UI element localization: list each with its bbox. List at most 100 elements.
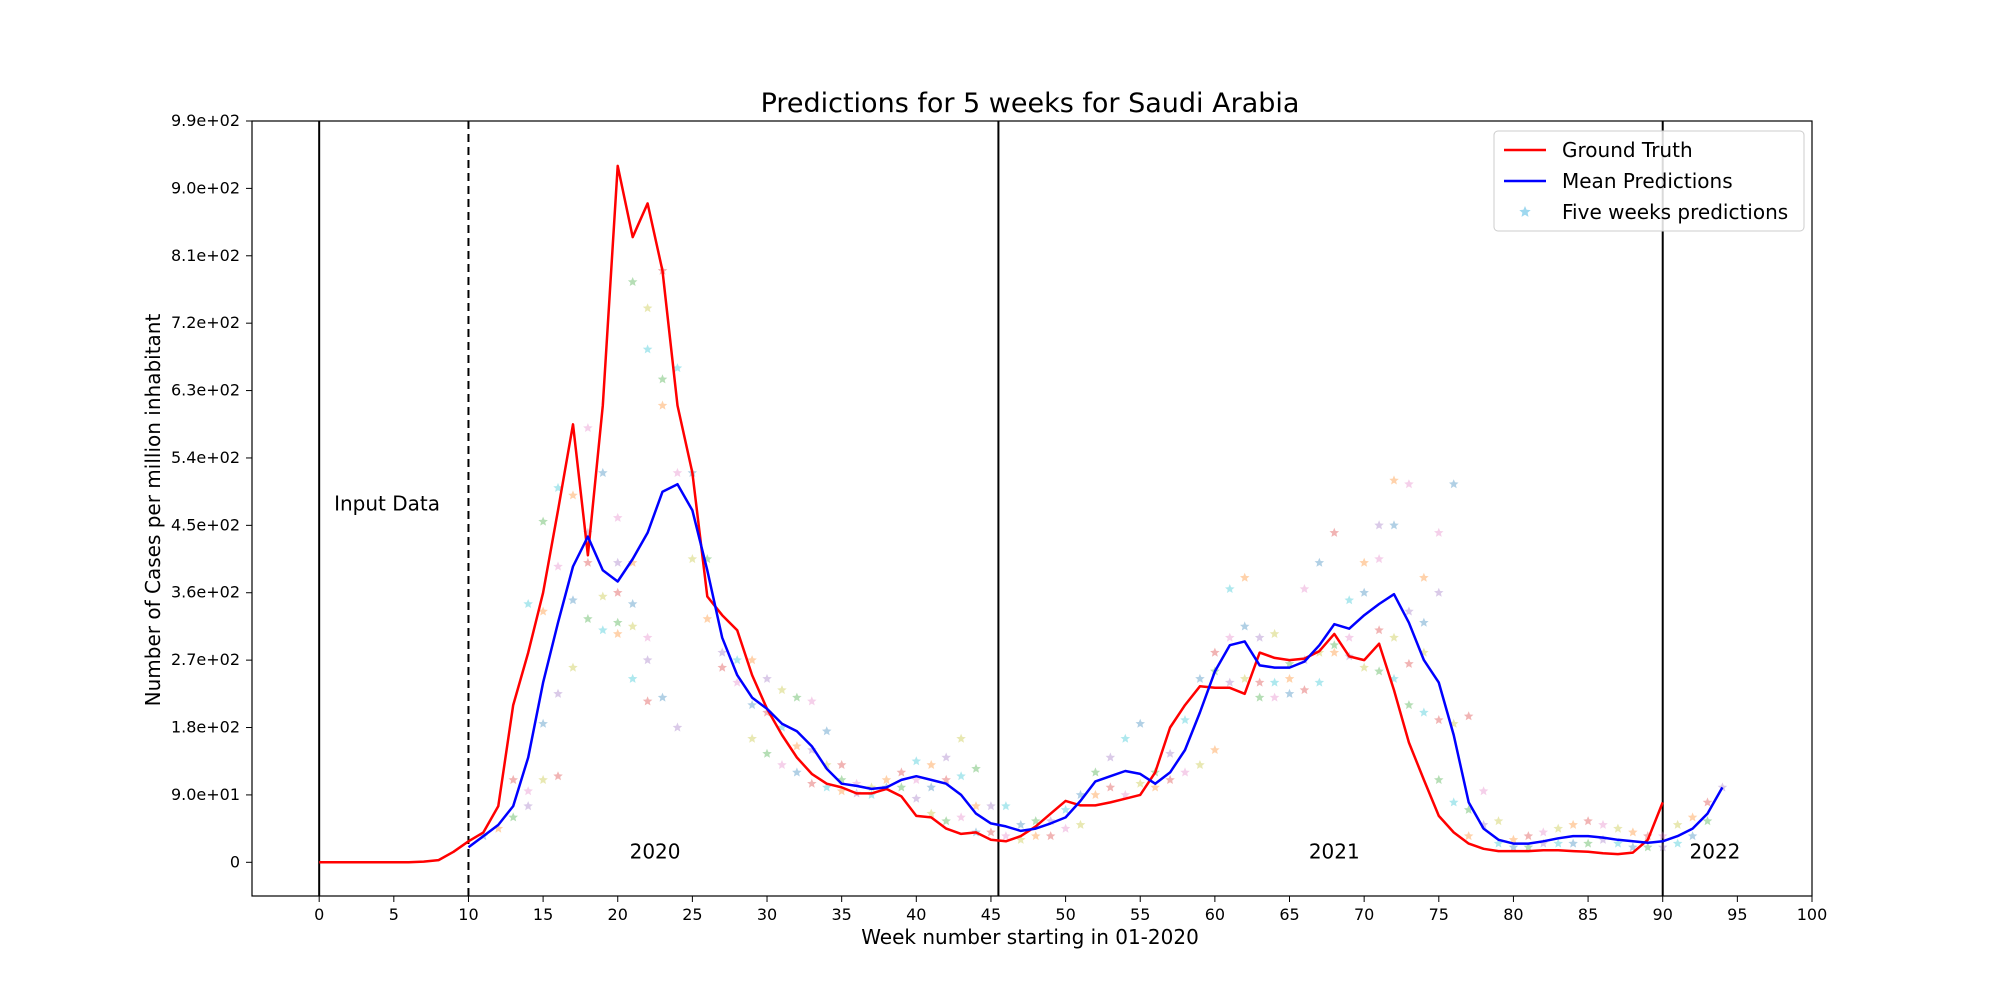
prediction-point <box>777 760 787 769</box>
y-tick-label: 9.0e+01 <box>171 785 240 804</box>
prediction-point <box>1658 831 1668 841</box>
x-tick-label: 5 <box>389 905 399 924</box>
prediction-point <box>1329 640 1340 650</box>
x-axis-label: Week number starting in 01-2020 <box>861 925 1199 949</box>
x-tick-label: 75 <box>1429 905 1449 924</box>
prediction-point <box>1150 782 1160 792</box>
prediction-point <box>1389 475 1399 485</box>
prediction-point <box>896 782 907 792</box>
prediction-point <box>508 812 518 822</box>
prediction-point <box>657 400 668 410</box>
y-tick-label: 4.5e+02 <box>171 515 240 534</box>
prediction-point <box>1568 819 1578 829</box>
prediction-point <box>1240 572 1250 582</box>
prediction-point <box>1598 819 1608 829</box>
y-tick-label: 0 <box>230 852 240 871</box>
prediction-point <box>807 696 817 706</box>
prediction-point <box>926 782 936 792</box>
y-tick-label: 1.8e+02 <box>171 718 240 737</box>
prediction-point <box>1344 632 1354 642</box>
legend-swatch <box>1519 206 1531 217</box>
prediction-point <box>687 554 698 564</box>
annotation-label: 2022 <box>1690 840 1741 864</box>
plot-area: 0 5 10 15 20 25 30 35 40 45 50 55 60 65 70 75 80 85 90 95 10… <box>171 111 1827 924</box>
prediction-point <box>1553 838 1563 848</box>
prediction-point <box>598 591 608 601</box>
prediction-point <box>1269 677 1280 687</box>
x-tick-label: 10 <box>458 905 478 924</box>
prediction-point <box>1553 823 1563 833</box>
prediction-point <box>1538 827 1548 837</box>
prediction-point <box>1240 673 1250 683</box>
prediction-point <box>792 741 802 751</box>
prediction-point <box>1329 527 1340 537</box>
prediction-point <box>1717 782 1728 792</box>
prediction-point <box>1314 557 1325 567</box>
prediction-point <box>1672 819 1683 829</box>
prediction-point <box>627 621 638 631</box>
prediction-point <box>627 599 638 608</box>
prediction-point <box>956 733 966 743</box>
prediction-point <box>1299 584 1310 593</box>
prediction-point <box>1434 527 1444 537</box>
y-tick-label: 9.0e+02 <box>171 178 240 197</box>
prediction-point <box>538 516 548 526</box>
prediction-point <box>1434 774 1444 784</box>
prediction-point <box>1135 778 1145 788</box>
prediction-point <box>1449 479 1459 489</box>
prediction-point <box>1016 819 1026 829</box>
x-tick-label: 70 <box>1354 905 1374 924</box>
prediction-point <box>1702 797 1713 807</box>
x-tick-label: 35 <box>831 905 851 924</box>
prediction-point <box>657 692 668 702</box>
prediction-point <box>1284 673 1295 683</box>
prediction-point <box>1463 711 1474 721</box>
y-tick-label: 3.6e+02 <box>171 583 240 602</box>
x-tick-label: 20 <box>608 905 628 924</box>
prediction-point <box>613 512 623 522</box>
x-tick-label: 95 <box>1727 905 1747 924</box>
prediction-point <box>1240 621 1250 631</box>
prediction-point <box>1090 789 1101 799</box>
prediction-point <box>1374 554 1384 564</box>
prediction-point <box>672 467 683 477</box>
prediction-point <box>792 767 802 777</box>
prediction-point <box>1538 838 1548 848</box>
prediction-point <box>627 277 638 286</box>
x-tick-label: 15 <box>533 905 553 924</box>
prediction-point <box>1658 842 1668 852</box>
prediction-point <box>598 625 608 635</box>
prediction-point <box>1225 584 1235 593</box>
prediction-point <box>1463 804 1474 814</box>
prediction-point <box>1568 838 1578 848</box>
prediction-point <box>1254 632 1265 642</box>
prediction-point <box>613 628 623 638</box>
prediction-point <box>1120 733 1131 743</box>
prediction-point <box>1583 838 1593 848</box>
prediction-point <box>538 718 548 728</box>
prediction-point <box>792 692 802 702</box>
prediction-point <box>598 467 608 477</box>
prediction-point <box>657 374 668 384</box>
prediction-point <box>642 303 653 313</box>
mean-predictions-line <box>467 482 1724 849</box>
prediction-point <box>672 363 683 373</box>
prediction-point <box>568 595 578 605</box>
prediction-point <box>1389 632 1399 642</box>
prediction-point <box>747 700 757 710</box>
prediction-point <box>1225 632 1235 642</box>
prediction-point <box>1583 816 1593 826</box>
prediction-point <box>1702 816 1713 826</box>
prediction-point <box>822 726 832 736</box>
x-tick-label: 45 <box>981 905 1001 924</box>
prediction-point <box>1598 834 1608 844</box>
prediction-point <box>1359 557 1369 567</box>
prediction-point <box>1404 658 1414 668</box>
prediction-point <box>627 673 638 683</box>
prediction-point <box>717 662 727 672</box>
prediction-point <box>613 617 623 627</box>
prediction-point <box>1165 748 1175 758</box>
prediction-point <box>1613 823 1623 833</box>
y-tick-label: 5.4e+02 <box>171 448 240 467</box>
